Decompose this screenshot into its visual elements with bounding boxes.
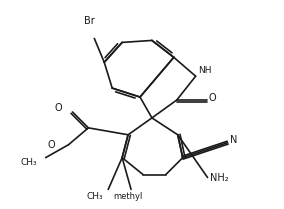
Text: NH₂: NH₂ [210, 172, 228, 182]
Text: O: O [208, 93, 216, 103]
Text: Br: Br [84, 15, 95, 25]
Text: methyl: methyl [113, 192, 143, 201]
Text: O: O [48, 140, 56, 150]
Text: CH₃: CH₃ [20, 158, 37, 167]
Text: NH: NH [198, 66, 211, 75]
Text: O: O [55, 103, 62, 113]
Text: N: N [230, 135, 238, 145]
Text: CH₃: CH₃ [87, 192, 104, 201]
